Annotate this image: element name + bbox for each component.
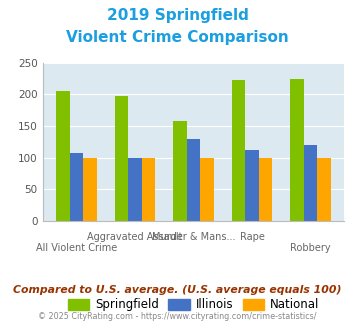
Bar	[317, 158, 331, 221]
Bar	[290, 79, 304, 221]
Bar	[142, 158, 155, 221]
Text: Murder & Mans...: Murder & Mans...	[152, 232, 235, 242]
Bar	[187, 139, 200, 221]
Text: 2019 Springfield: 2019 Springfield	[106, 8, 248, 23]
Legend: Springfield, Illinois, National: Springfield, Illinois, National	[63, 293, 324, 316]
Bar	[83, 158, 97, 221]
Bar	[173, 121, 187, 221]
Bar	[304, 145, 317, 221]
Bar	[56, 91, 70, 221]
Text: © 2025 CityRating.com - https://www.cityrating.com/crime-statistics/: © 2025 CityRating.com - https://www.city…	[38, 312, 317, 321]
Bar	[232, 81, 245, 221]
Bar	[70, 153, 83, 221]
Text: Violent Crime Comparison: Violent Crime Comparison	[66, 30, 289, 45]
Text: Compared to U.S. average. (U.S. average equals 100): Compared to U.S. average. (U.S. average …	[13, 285, 342, 295]
Text: Aggravated Assault: Aggravated Assault	[87, 232, 183, 242]
Bar	[128, 158, 142, 221]
Text: Robbery: Robbery	[290, 243, 331, 253]
Bar	[245, 149, 259, 221]
Bar	[259, 158, 272, 221]
Bar	[115, 96, 128, 221]
Bar	[200, 158, 214, 221]
Text: All Violent Crime: All Violent Crime	[36, 243, 117, 253]
Text: Rape: Rape	[240, 232, 264, 242]
